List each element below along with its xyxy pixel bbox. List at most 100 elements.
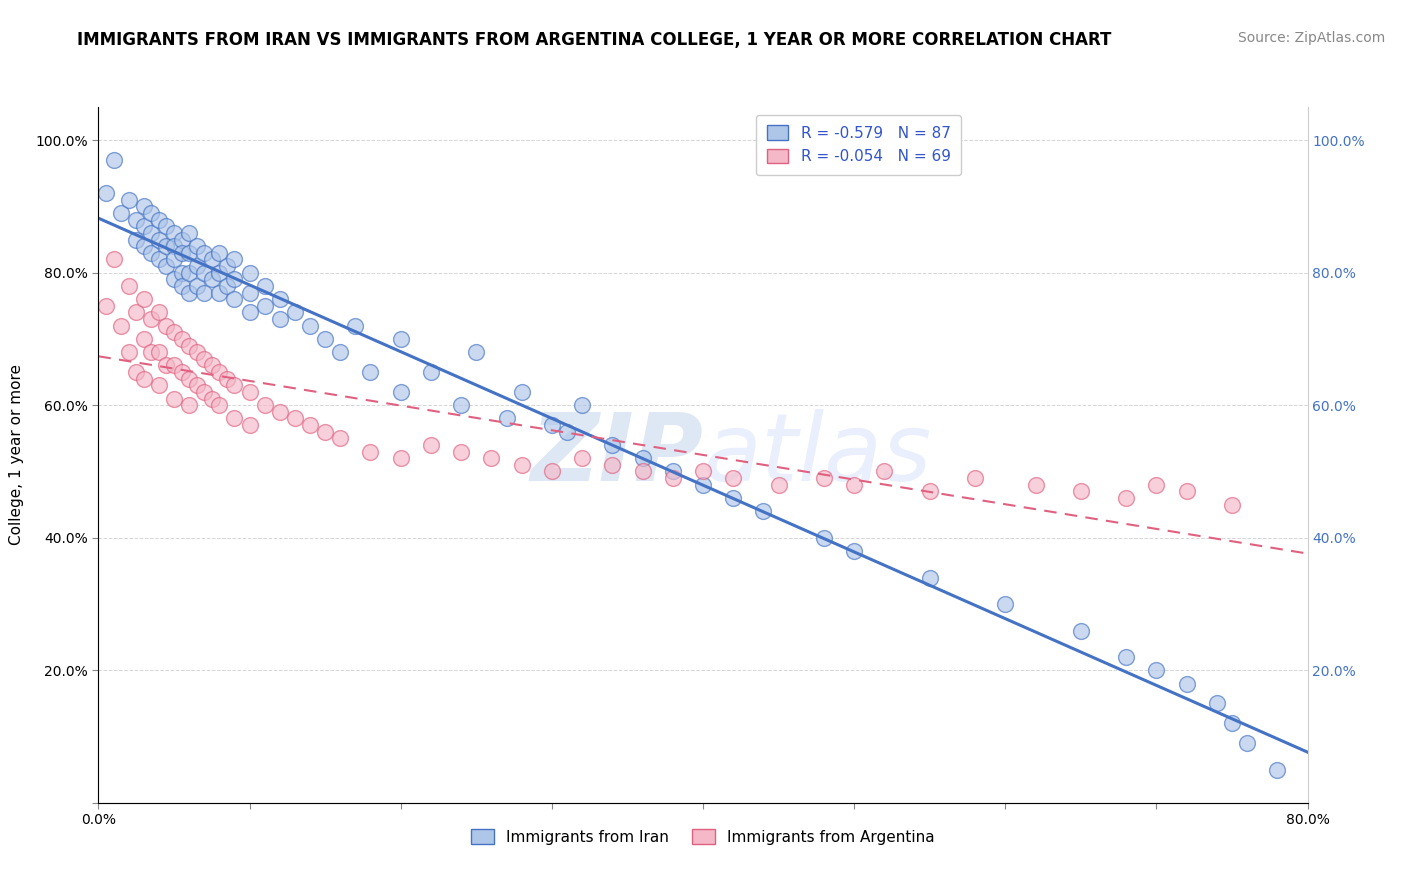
Point [510, 458, 533, 472]
Point [148, 345, 170, 359]
Point [132, 219, 155, 234]
Point [201, 392, 224, 406]
Point [179, 372, 201, 386]
Point [215, 372, 238, 386]
Point [94, 186, 117, 201]
Point [163, 226, 186, 240]
Point [1115, 491, 1137, 505]
Point [110, 318, 132, 333]
Point [631, 465, 654, 479]
Point [1144, 477, 1167, 491]
Point [132, 292, 155, 306]
Point [208, 245, 231, 260]
Point [360, 365, 382, 379]
Point [155, 219, 177, 234]
Point [813, 471, 835, 485]
Point [163, 392, 186, 406]
Point [284, 305, 307, 319]
Point [193, 266, 215, 280]
Point [141, 206, 163, 220]
Point [495, 411, 517, 425]
Point [179, 338, 201, 352]
Point [155, 239, 177, 253]
Point [253, 299, 276, 313]
Point [125, 365, 148, 379]
Point [148, 252, 170, 267]
Point [208, 398, 231, 412]
Point [1070, 484, 1092, 499]
Point [344, 318, 367, 333]
Point [253, 398, 276, 412]
Point [224, 272, 246, 286]
Point [253, 279, 276, 293]
Point [329, 345, 352, 359]
Point [179, 226, 201, 240]
Point [360, 444, 382, 458]
Point [132, 239, 155, 253]
Point [631, 451, 654, 466]
Point [170, 233, 193, 247]
Point [661, 465, 683, 479]
Point [1175, 676, 1198, 690]
Point [1220, 498, 1243, 512]
Point [768, 477, 790, 491]
Point [141, 312, 163, 326]
Point [163, 359, 186, 373]
Point [132, 372, 155, 386]
Point [1236, 736, 1258, 750]
Point [450, 444, 472, 458]
Point [208, 266, 231, 280]
Point [723, 471, 745, 485]
Point [201, 359, 224, 373]
Point [465, 345, 488, 359]
Point [170, 266, 193, 280]
Point [170, 332, 193, 346]
Point [148, 305, 170, 319]
Point [389, 332, 412, 346]
Text: ZIP: ZIP [530, 409, 703, 501]
Point [299, 318, 322, 333]
Point [602, 438, 624, 452]
Point [329, 431, 352, 445]
Point [170, 365, 193, 379]
Point [752, 504, 775, 518]
Point [723, 491, 745, 505]
Point [103, 252, 125, 267]
Point [186, 378, 208, 392]
Point [179, 245, 201, 260]
Point [994, 597, 1017, 611]
Point [314, 425, 336, 439]
Point [1175, 484, 1198, 499]
Point [118, 345, 141, 359]
Point [918, 570, 941, 584]
Point [224, 378, 246, 392]
Point [239, 384, 262, 399]
Point [141, 245, 163, 260]
Point [118, 193, 141, 207]
Point [163, 252, 186, 267]
Text: atlas: atlas [703, 409, 931, 500]
Point [1267, 763, 1289, 777]
Point [208, 285, 231, 300]
Point [224, 411, 246, 425]
Point [571, 398, 593, 412]
Point [918, 484, 941, 499]
Point [450, 398, 472, 412]
Point [540, 418, 562, 433]
Point [163, 239, 186, 253]
Point [1115, 650, 1137, 665]
Point [170, 245, 193, 260]
Point [692, 477, 714, 491]
Point [389, 451, 412, 466]
Point [201, 272, 224, 286]
Point [193, 384, 215, 399]
Point [208, 365, 231, 379]
Point [1070, 624, 1092, 638]
Point [186, 279, 208, 293]
Point [186, 345, 208, 359]
Point [125, 233, 148, 247]
Point [132, 199, 155, 213]
Point [1024, 477, 1046, 491]
Point [269, 405, 291, 419]
Point [692, 465, 714, 479]
